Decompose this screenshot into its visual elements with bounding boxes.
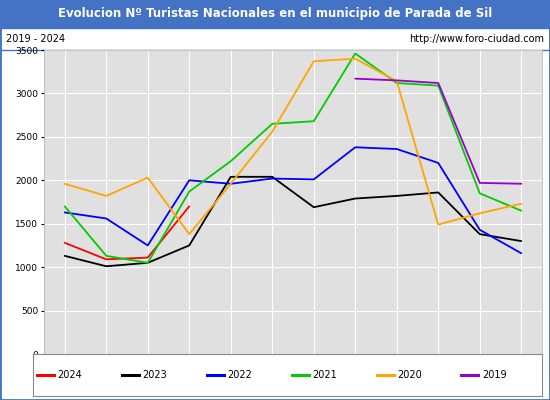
Text: 2020: 2020 <box>397 370 422 380</box>
Text: 2019: 2019 <box>482 370 507 380</box>
Text: 2021: 2021 <box>312 370 337 380</box>
Text: 2023: 2023 <box>142 370 167 380</box>
Text: http://www.foro-ciudad.com: http://www.foro-ciudad.com <box>410 34 544 44</box>
Text: 2024: 2024 <box>58 370 82 380</box>
Text: 2022: 2022 <box>227 370 252 380</box>
Text: Evolucion Nº Turistas Nacionales en el municipio de Parada de Sil: Evolucion Nº Turistas Nacionales en el m… <box>58 8 492 20</box>
Text: 2019 - 2024: 2019 - 2024 <box>6 34 65 44</box>
